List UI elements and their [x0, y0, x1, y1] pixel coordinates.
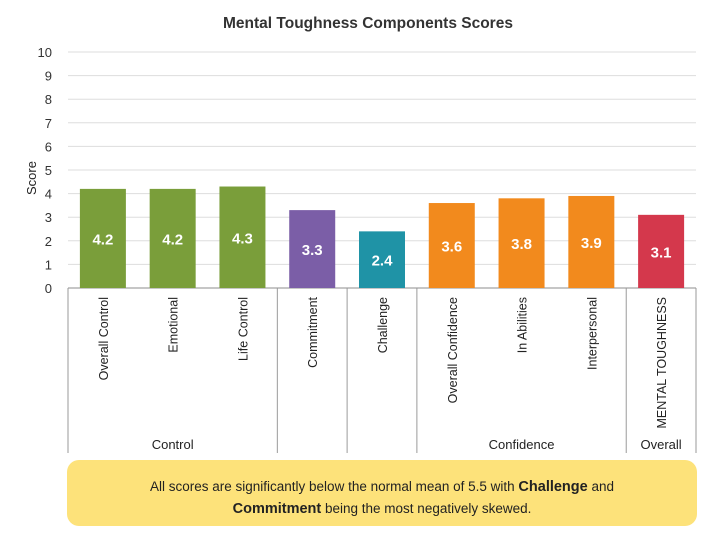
bar-value-label: 2.4: [372, 253, 394, 270]
bar-value-label: 3.6: [441, 239, 462, 256]
group-label: Confidence: [489, 437, 555, 452]
x-tick-label: MENTAL TOUGHNESS: [655, 297, 669, 429]
x-tick-label: Challenge: [376, 297, 390, 353]
bar: [498, 198, 545, 288]
y-tick-label: 5: [45, 163, 52, 178]
chart-title: Mental Toughness Components Scores: [223, 15, 513, 32]
note-highlight-commitment: Commitment: [232, 501, 322, 517]
bar: [289, 210, 336, 288]
bar-value-label: 3.3: [302, 242, 323, 259]
y-tick-label: 9: [45, 69, 52, 84]
y-tick-label: 2: [45, 234, 52, 249]
y-axis-label: Score: [24, 161, 39, 195]
y-tick-label: 0: [45, 281, 52, 296]
y-tick-label: 4: [45, 187, 52, 202]
x-tick-label: Interpersonal: [585, 297, 599, 370]
group-label: Control: [152, 437, 194, 452]
x-tick-label: Commitment: [306, 296, 320, 367]
y-tick-label: 6: [45, 139, 52, 154]
y-tick-label: 7: [45, 116, 52, 131]
note-text-3: being the most negatively skewed.: [321, 501, 532, 516]
bar-value-label: 4.3: [232, 230, 253, 247]
note-highlight-challenge: Challenge: [518, 479, 588, 495]
bar: [149, 188, 196, 288]
x-tick-label: In Abilities: [516, 297, 530, 353]
bar: [359, 231, 405, 288]
bar: [568, 195, 615, 288]
note-text-2: and: [587, 479, 614, 494]
bar: [428, 203, 475, 288]
chart: Mental Toughness Components Scores Score…: [24, 15, 697, 453]
bar-value-label: 3.8: [511, 236, 532, 253]
bar-value-label: 4.2: [92, 231, 113, 248]
note-text-1: All scores are significantly below the n…: [149, 479, 519, 494]
y-tick-label: 3: [45, 210, 52, 225]
y-tick-label: 8: [45, 92, 52, 107]
category-groups: Control Confidence Overall: [67, 288, 697, 453]
summary-note: All scores are significantly below the n…: [67, 460, 697, 526]
bar-value-label: 3.9: [581, 235, 602, 252]
y-tick-label: 1: [45, 257, 52, 272]
y-axis-ticks: 0 1 2 3 4 5 6 7 8 9 10: [38, 45, 52, 296]
bars: 4.2 4.2 4.3 3.3 2.4 3.6 3.8 3.9 3.1: [79, 186, 685, 288]
x-tick-label: Emotional: [167, 297, 181, 353]
bar: [79, 188, 126, 288]
x-axis-labels: Overall Control Emotional Life Control Comm…: [97, 296, 669, 428]
bar: [219, 186, 266, 288]
x-tick-label: Overall Control: [97, 297, 111, 380]
y-tick-label: 10: [38, 45, 52, 60]
bar-value-label: 3.1: [651, 244, 672, 261]
x-tick-label: Overall Confidence: [446, 297, 460, 403]
x-tick-label: Life Control: [236, 297, 250, 361]
bar: [638, 214, 685, 288]
bar-value-label: 4.2: [162, 231, 183, 248]
group-label: Overall: [641, 437, 682, 452]
